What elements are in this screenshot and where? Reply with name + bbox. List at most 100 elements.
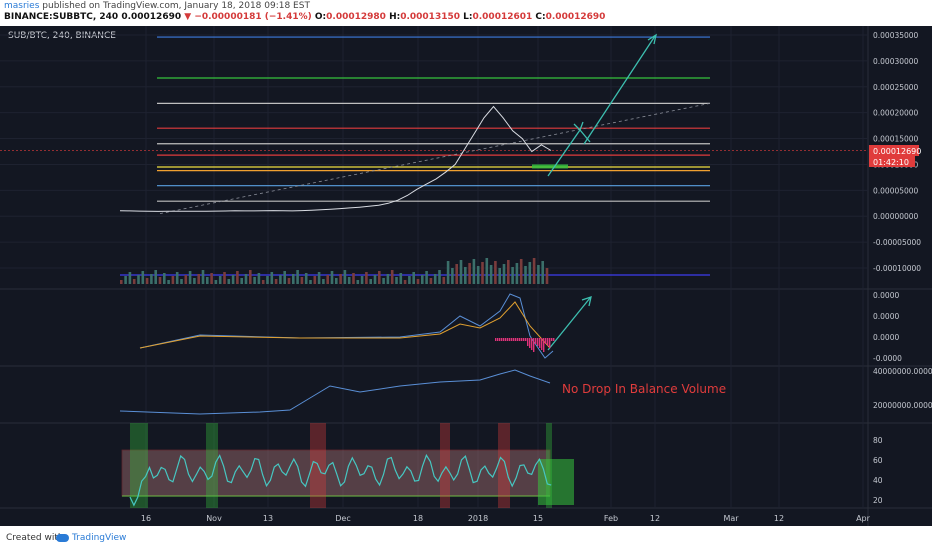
volume-bar — [210, 273, 213, 284]
rsi-tick-label: 40 — [873, 476, 883, 485]
volume-bar — [369, 279, 372, 284]
volume-bar — [283, 271, 286, 284]
volume-bar — [141, 271, 145, 284]
time-tick-label: Mar — [723, 514, 739, 523]
time-tick-label: Dec — [335, 514, 350, 523]
volume-bar — [395, 277, 398, 284]
price-change: −0.00000181 (−1.41%) — [194, 12, 312, 22]
volume-bar — [163, 273, 166, 284]
time-tick-label: 16 — [141, 514, 151, 523]
macd-histogram-bar — [521, 338, 523, 341]
volume-bar — [494, 261, 497, 284]
rsi-line — [129, 453, 552, 507]
time-tick-label: 13 — [263, 514, 273, 523]
macd-histogram-bar — [495, 338, 497, 341]
volume-bar — [261, 280, 265, 284]
green-zone — [532, 164, 568, 169]
volume-bar — [485, 258, 489, 284]
signal-line — [139, 301, 551, 349]
price-tag-bg — [869, 145, 919, 156]
macd-histogram-bar — [525, 338, 527, 341]
volume-bar — [236, 271, 239, 284]
high-label: H: — [389, 12, 401, 22]
volume-bar — [124, 276, 127, 284]
time-tick-label: 2018 — [468, 514, 488, 523]
volume-bar — [421, 275, 424, 284]
macd-histogram-bar — [553, 338, 555, 341]
symbol-title: SUB/BTC, 240, BINANCE — [8, 31, 116, 41]
chart-area[interactable]: SUB/BTC, 240, BINANCE 0.00035000 0.000300… — [0, 26, 932, 526]
ohlc-line: BINANCE:SUBBTC, 240 0.00012690 ▼ −0.0000… — [4, 12, 605, 22]
volume-bar — [201, 270, 205, 284]
volume-bar — [150, 274, 153, 284]
volume-bar — [287, 278, 291, 284]
volume-bar — [390, 270, 394, 284]
volume-bar — [184, 275, 188, 284]
symbol-label: BINANCE:SUBBTC, 240 — [4, 12, 119, 22]
volume-bar — [455, 264, 458, 284]
obv-tick-label: 40000000.0000 — [873, 367, 932, 376]
price-tick-label: 0.00005000 — [873, 186, 919, 195]
volume-bar — [528, 262, 532, 284]
volume-bar — [227, 279, 231, 284]
volume-bar — [132, 279, 136, 284]
volume-bar — [459, 260, 463, 284]
volume-bar — [343, 270, 347, 284]
volume-bar — [365, 272, 368, 284]
published-text: published on TradingView.com, January 18… — [42, 1, 310, 11]
volume-bar — [313, 276, 317, 284]
macd-histogram-bar — [513, 338, 515, 341]
macd-histogram-bar — [527, 338, 529, 346]
volume-bar — [158, 277, 162, 284]
price-tick-label: 0.00015000 — [873, 135, 919, 144]
series-layer — [119, 105, 555, 507]
tradingview-brand-link[interactable]: TradingView — [72, 533, 127, 543]
volume-bar — [347, 277, 351, 284]
created-with-label: Created with — [6, 533, 64, 543]
author-link[interactable]: masries — [4, 1, 40, 11]
price-tick-label: 0.00025000 — [873, 83, 919, 92]
horizontal-levels — [0, 36, 868, 497]
macd-histogram-bar — [501, 338, 503, 341]
volume-bar — [326, 275, 329, 284]
volume-bar — [266, 276, 269, 284]
rsi-tick-label: 60 — [873, 456, 883, 465]
chart-svg[interactable]: SUB/BTC, 240, BINANCE 0.00035000 0.000300… — [0, 26, 932, 526]
macd-histogram-bar — [511, 338, 513, 341]
rsi-tick-label: 20 — [873, 496, 883, 505]
macd-tick-label: -0.0000 — [873, 354, 902, 363]
low-label: L: — [463, 12, 473, 22]
rsi-highlight-band — [130, 423, 148, 508]
volume-bar — [489, 265, 493, 284]
macd-histogram-bar — [547, 338, 549, 346]
volume-bar — [373, 275, 377, 284]
macd-histogram-bar — [545, 338, 547, 344]
rsi-green-zone — [538, 459, 574, 505]
volume-bar — [451, 268, 454, 284]
volume-bar — [416, 279, 420, 284]
volume-bar — [279, 275, 282, 284]
volume-bar — [171, 276, 175, 284]
chart-header: masries published on TradingView.com, Ja… — [0, 0, 932, 26]
volume-bar — [330, 271, 334, 284]
macd-histogram-bar — [529, 338, 531, 348]
volume-bar — [322, 279, 325, 284]
volume-bar — [145, 278, 149, 284]
volume-bar — [304, 273, 308, 284]
volume-bar — [545, 268, 549, 284]
volume-bar — [335, 278, 338, 284]
price-tick-label: 0.00000000 — [873, 212, 919, 221]
volume-bar — [154, 270, 157, 284]
countdown-tag-bg — [869, 156, 915, 167]
volume-bar — [399, 273, 403, 284]
macd-histogram-bar — [497, 338, 499, 341]
rsi-highlight-band — [546, 423, 552, 508]
volume-bar — [257, 273, 261, 284]
volume-bar — [175, 272, 179, 284]
volume-bar — [240, 278, 243, 284]
volume-bar — [472, 259, 476, 284]
volume-bar — [468, 263, 471, 284]
time-tick-label: 12 — [650, 514, 660, 523]
open-label: O: — [314, 12, 327, 22]
arrow-head — [573, 121, 584, 132]
